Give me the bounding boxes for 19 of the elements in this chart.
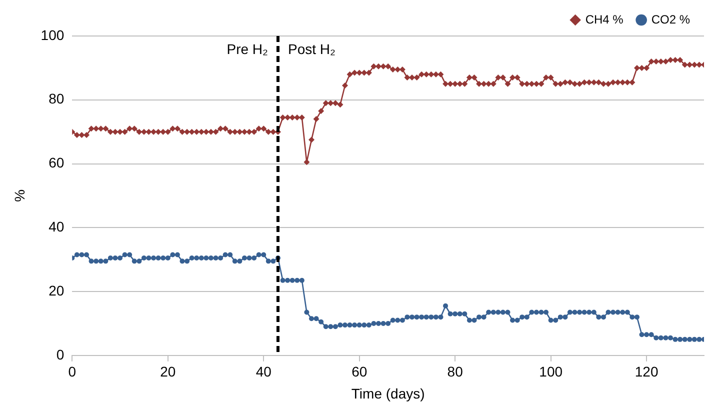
- x-tick-label: 100: [539, 364, 563, 380]
- x-tick-label: 0: [68, 364, 76, 380]
- y-tick-label: 100: [40, 26, 64, 43]
- legend-label: CO2 %: [651, 12, 690, 26]
- legend-label: CH4 %: [585, 12, 624, 26]
- annotation: Pre H₂: [226, 40, 268, 57]
- x-tick-label: 80: [447, 364, 464, 380]
- x-tick-label: 20: [160, 364, 176, 380]
- y-axis-title: %: [11, 189, 28, 202]
- y-tick-label: 20: [48, 282, 64, 298]
- annotation: Post H₂: [288, 40, 336, 57]
- x-tick-label: 40: [256, 364, 272, 380]
- x-axis-title: Time (days): [351, 385, 425, 402]
- x-tick-label: 60: [352, 364, 368, 380]
- y-tick-label: 40: [48, 218, 64, 234]
- y-tick-label: 0: [56, 346, 64, 362]
- y-tick-label: 80: [48, 90, 64, 107]
- y-tick-label: 60: [48, 154, 64, 171]
- x-tick-label: 120: [634, 364, 658, 380]
